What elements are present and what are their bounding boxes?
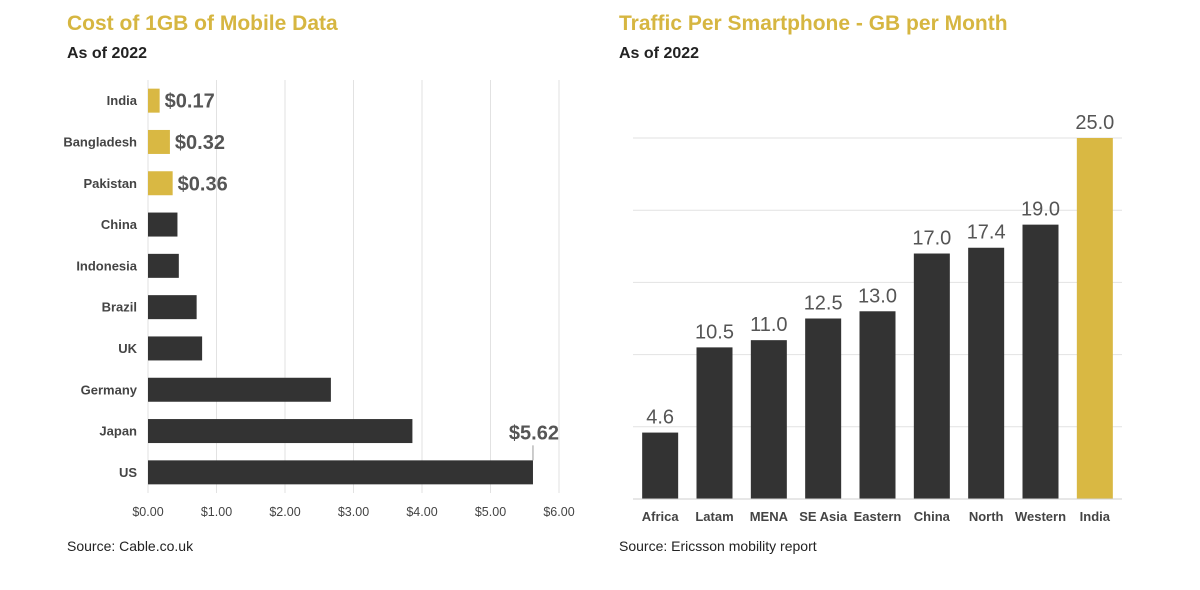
y-tick-label: UK bbox=[118, 341, 137, 356]
data-label: 17.4 bbox=[967, 222, 1006, 244]
chart-title: Cost of 1GB of Mobile Data bbox=[67, 12, 338, 35]
bar bbox=[148, 212, 178, 237]
x-tick-label: $4.00 bbox=[406, 505, 437, 519]
data-label: 10.5 bbox=[695, 321, 734, 343]
bar bbox=[968, 247, 1005, 499]
x-tick-label: India bbox=[1080, 509, 1111, 524]
data-label: 11.0 bbox=[750, 314, 787, 336]
bar bbox=[148, 377, 331, 402]
y-tick-label: Bangladesh bbox=[63, 134, 137, 149]
bar bbox=[750, 340, 787, 499]
x-tick-label: Western bbox=[1015, 509, 1066, 524]
bar bbox=[148, 295, 197, 320]
y-tick-label: US bbox=[119, 465, 137, 480]
data-label: $0.32 bbox=[175, 132, 225, 154]
y-tick-label: Pakistan bbox=[84, 176, 138, 191]
source-note: Source: Ericsson mobility report bbox=[619, 538, 817, 554]
bar bbox=[148, 253, 179, 278]
bar bbox=[696, 347, 733, 499]
data-label: $0.36 bbox=[178, 173, 228, 195]
traffic-bar-chart: Africa 4.6 Latam 10.5 MENA 11.0 SE Asia 12.5 Eas… bbox=[633, 112, 1122, 524]
cost-chart-panel: Cost of 1GB of Mobile Data As of 2022 $0… bbox=[63, 12, 575, 554]
bar bbox=[1076, 138, 1113, 499]
source-note: Source: Cable.co.uk bbox=[67, 538, 194, 554]
bar bbox=[148, 129, 170, 154]
data-label: 4.6 bbox=[646, 407, 674, 429]
bar bbox=[148, 88, 160, 113]
y-tick-label: Japan bbox=[99, 424, 137, 439]
y-tick-label: Indonesia bbox=[76, 258, 137, 273]
bar bbox=[148, 419, 413, 444]
x-tick-label: $6.00 bbox=[543, 505, 574, 519]
bar bbox=[859, 311, 896, 499]
x-tick-label: $3.00 bbox=[338, 505, 369, 519]
x-tick-label: $2.00 bbox=[269, 505, 300, 519]
bar bbox=[1022, 224, 1059, 499]
y-tick-label: Germany bbox=[81, 382, 138, 397]
x-tick-label: $1.00 bbox=[201, 505, 232, 519]
data-label: 17.0 bbox=[912, 228, 951, 250]
x-tick-label: SE Asia bbox=[799, 509, 848, 524]
y-tick-label: Brazil bbox=[102, 300, 137, 315]
data-label: 12.5 bbox=[804, 293, 843, 315]
data-label: 25.0 bbox=[1075, 112, 1114, 134]
chart-subtitle: As of 2022 bbox=[67, 45, 148, 62]
bar bbox=[913, 253, 950, 499]
y-tick-label: India bbox=[107, 93, 138, 108]
x-tick-label: China bbox=[914, 509, 951, 524]
data-label: $5.62 bbox=[509, 422, 559, 444]
cost-bar-chart: $0.00 $1.00 $2.00 $3.00 $4.00 $5.00 $6.00 India… bbox=[63, 80, 575, 519]
bar bbox=[148, 460, 533, 485]
data-label: 19.0 bbox=[1021, 199, 1060, 221]
bar bbox=[148, 171, 173, 196]
bar bbox=[805, 318, 842, 499]
chart-title: Traffic Per Smartphone - GB per Month bbox=[619, 12, 1008, 35]
data-label: $0.17 bbox=[165, 91, 215, 113]
chart-subtitle: As of 2022 bbox=[619, 45, 700, 62]
x-tick-label: $0.00 bbox=[132, 505, 163, 519]
y-tick-label: China bbox=[101, 217, 138, 232]
bar bbox=[148, 336, 203, 361]
x-tick-label: Eastern bbox=[854, 509, 902, 524]
data-label: 13.0 bbox=[858, 285, 897, 307]
x-tick-label: Africa bbox=[642, 509, 680, 524]
x-tick-label: North bbox=[969, 509, 1004, 524]
x-tick-label: MENA bbox=[750, 509, 789, 524]
traffic-chart-panel: Traffic Per Smartphone - GB per Month As… bbox=[600, 0, 1200, 590]
x-tick-label: $5.00 bbox=[475, 505, 506, 519]
x-tick-label: Latam bbox=[695, 509, 733, 524]
bar bbox=[642, 432, 679, 499]
